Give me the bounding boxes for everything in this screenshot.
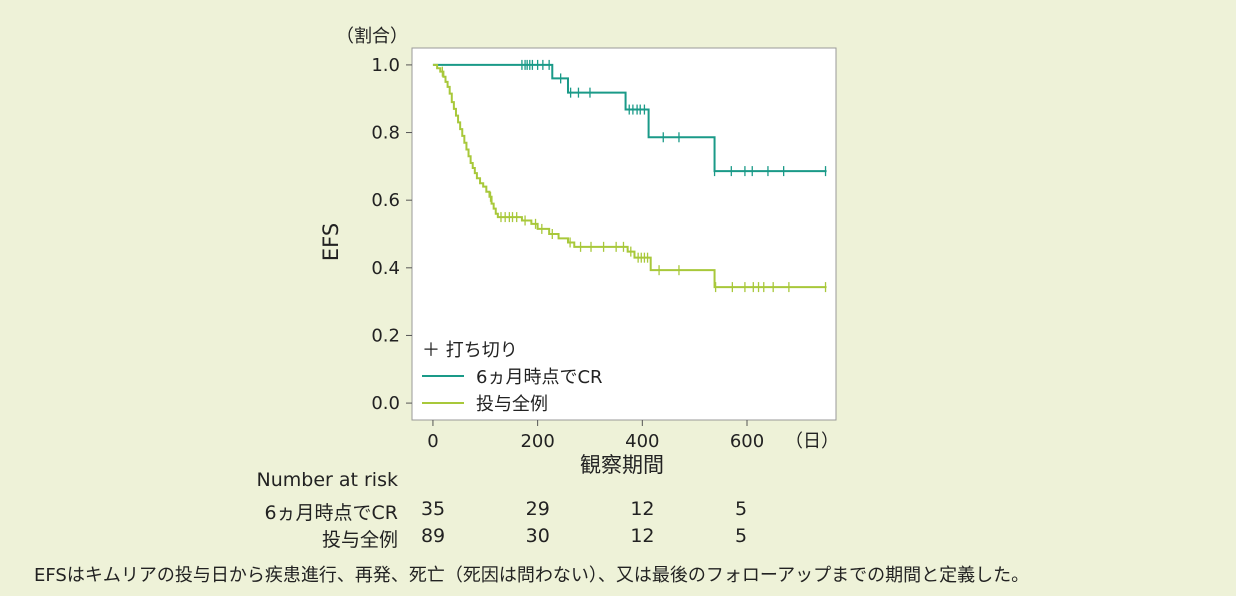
y-tick-label: 0.4 <box>371 258 400 279</box>
y-tick-label: 0.8 <box>371 123 400 144</box>
risk-value: 29 <box>525 498 550 520</box>
y-unit-label: （割合） <box>336 26 408 47</box>
legend-censor: ＋ 打ち切り <box>422 340 518 361</box>
risk-value: 89 <box>420 525 446 547</box>
y-axis-title: EFS <box>319 223 343 261</box>
risk-value: 5 <box>735 525 748 547</box>
x-tick-label: 0 <box>427 431 438 452</box>
risk-row-label-all: 投与全例 <box>321 529 398 551</box>
risk-value: 30 <box>525 525 550 547</box>
risk-value: 12 <box>630 525 655 547</box>
risk-value: 5 <box>735 498 748 520</box>
risk-table-header: Number at risk <box>256 469 399 491</box>
x-axis-title: 観察期間 <box>580 453 664 477</box>
x-tick-label: 600 <box>730 431 764 452</box>
y-tick-label: 0.6 <box>371 190 400 211</box>
risk-row-label-cr: 6ヵ月時点でCR <box>264 502 398 524</box>
legend-label-0: 6ヵ月時点でCR <box>476 367 603 388</box>
y-tick-label: 0.2 <box>371 325 400 346</box>
y-tick-label: 0.0 <box>371 393 400 414</box>
risk-value: 35 <box>420 498 446 520</box>
series-line-0 <box>432 63 827 173</box>
series-line-1 <box>432 63 827 289</box>
x-tick-label: 200 <box>520 431 554 452</box>
y-tick-label: 1.0 <box>371 55 400 76</box>
footnote: EFSはキムリアの投与日から疾患進行、再発、死亡（死因は問わない）、又は最後のフ… <box>34 565 1030 586</box>
risk-value: 12 <box>630 498 655 520</box>
plot-area <box>411 47 837 421</box>
x-tick-label: 400 <box>625 431 659 452</box>
x-unit-label: （日） <box>785 431 839 452</box>
legend-label-1: 投与全例 <box>476 394 548 415</box>
